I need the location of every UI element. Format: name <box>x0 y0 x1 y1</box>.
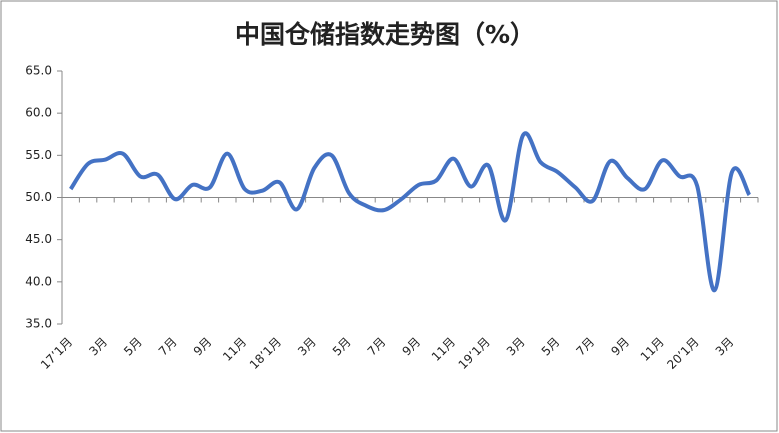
y-tick-label: 35.0 <box>25 317 52 331</box>
x-tick-label: 11月 <box>638 335 667 364</box>
chart-title: 中国仓储指数走势图（%） <box>235 20 535 49</box>
x-tick-label: 11月 <box>429 335 458 364</box>
y-tick-label: 40.0 <box>25 274 52 288</box>
line <box>69 131 752 293</box>
x-tick-label: 3月 <box>86 335 110 359</box>
x-tick-label: 18’1月 <box>247 335 284 372</box>
y-tick-label: 45.0 <box>25 232 52 246</box>
x-tick-label: 9月 <box>191 335 215 359</box>
x-tick-label: 9月 <box>608 335 632 359</box>
x-tick-label: 5月 <box>330 335 354 359</box>
x-tick-label: 9月 <box>400 335 424 359</box>
x-tick-label: 17’1月 <box>38 335 75 372</box>
y-tick-label: 50.0 <box>25 190 52 204</box>
x-tick-label: 3月 <box>295 335 319 359</box>
x-tick-label: 7月 <box>365 335 389 359</box>
x-tick-label: 5月 <box>121 335 145 359</box>
x-tick-label: 5月 <box>539 335 563 359</box>
y-tick-label: 65.0 <box>25 64 52 78</box>
x-tick-label: 11月 <box>220 335 249 364</box>
x-tick-label: 20’1月 <box>664 335 701 372</box>
x-tick-label: 7月 <box>156 335 180 359</box>
x-tick-label: 19’1月 <box>456 335 493 372</box>
y-tick-label: 55.0 <box>25 148 52 162</box>
y-tick-label: 60.0 <box>25 106 52 120</box>
x-tick-label: 3月 <box>504 335 528 359</box>
x-tick-label: 3月 <box>713 335 737 359</box>
x-tick-label: 7月 <box>574 335 598 359</box>
